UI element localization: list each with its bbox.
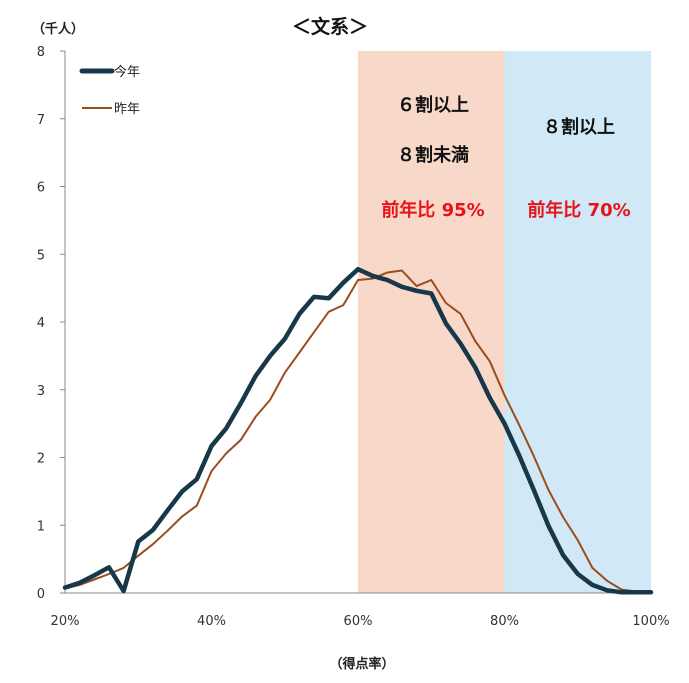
y-axis-unit-label: （千人） <box>32 21 84 37</box>
y-tick-label: 2 <box>37 452 45 467</box>
band-rect-80-100 <box>504 51 651 593</box>
band-labels: ６割以上 ８割未満 前年比 95% ８割以上 前年比 70% <box>381 94 630 221</box>
band-60-80-ratio: 前年比 95% <box>381 199 484 221</box>
legend-label-last-year: 昨年 <box>114 102 140 117</box>
x-tick-label: 80% <box>490 614 519 629</box>
y-tick-label: 3 <box>37 384 45 399</box>
x-tick-label: 100% <box>632 614 669 629</box>
y-tick-label: 8 <box>37 45 45 60</box>
band-rect-60-80 <box>358 51 505 593</box>
series-line-this-year <box>62 266 654 595</box>
series-lines <box>62 266 654 595</box>
chart-title: ＜文系＞ <box>292 15 368 38</box>
y-tick-label: 1 <box>37 519 45 534</box>
y-tick-label: 0 <box>37 587 45 602</box>
y-tick-label: 6 <box>37 181 45 196</box>
band-60-80-label-line2: ８割未満 <box>397 144 469 166</box>
band-80-100-label: ８割以上 <box>543 116 615 138</box>
y-tick-label: 7 <box>37 113 45 128</box>
x-tick-label: 60% <box>344 614 373 629</box>
legend: 今年 昨年 <box>79 64 140 117</box>
x-axis-label: （得点率） <box>329 656 394 672</box>
x-tick-label: 20% <box>51 614 80 629</box>
y-tick-label: 5 <box>37 248 45 263</box>
y-tick-label: 4 <box>37 316 45 331</box>
tick-labels: 0 1 2 3 4 5 6 7 8 20% 40% 60% 80% 100% <box>37 45 670 629</box>
series-line-last-year <box>64 269 652 593</box>
band-80-100-ratio: 前年比 70% <box>527 199 630 221</box>
legend-label-this-year: 今年 <box>114 64 140 80</box>
band-60-80-label-line1: ６割以上 <box>397 94 469 116</box>
x-tick-label: 40% <box>197 614 226 629</box>
score-bands <box>358 51 651 593</box>
